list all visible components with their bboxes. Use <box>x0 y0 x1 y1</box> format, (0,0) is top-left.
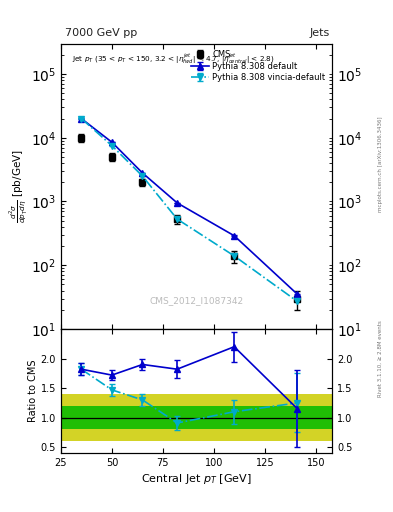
Text: Jet $p_T$ (35 < $p_T$ < 150, 3.2 < $|\eta^{jet}_{fwd}|$ < 4.7, $|\eta^{jet}_{cen: Jet $p_T$ (35 < $p_T$ < 150, 3.2 < $|\et… <box>72 52 274 66</box>
Text: Rivet 3.1.10, ≥ 2.8M events: Rivet 3.1.10, ≥ 2.8M events <box>378 320 383 397</box>
X-axis label: Central Jet $p_T$ [GeV]: Central Jet $p_T$ [GeV] <box>141 472 252 486</box>
Text: 7000 GeV pp: 7000 GeV pp <box>65 28 137 38</box>
Legend: CMS, Pythia 8.308 default, Pythia 8.308 vincia-default: CMS, Pythia 8.308 default, Pythia 8.308 … <box>188 48 328 84</box>
Y-axis label: $\frac{d^2\sigma}{dp_T d\eta}$ [pb/GeV]: $\frac{d^2\sigma}{dp_T d\eta}$ [pb/GeV] <box>8 150 29 223</box>
Text: CMS_2012_I1087342: CMS_2012_I1087342 <box>149 296 244 305</box>
Text: Jets: Jets <box>310 28 330 38</box>
Y-axis label: Ratio to CMS: Ratio to CMS <box>28 360 38 422</box>
Text: mcplots.cern.ch [arXiv:1306.3436]: mcplots.cern.ch [arXiv:1306.3436] <box>378 116 383 211</box>
